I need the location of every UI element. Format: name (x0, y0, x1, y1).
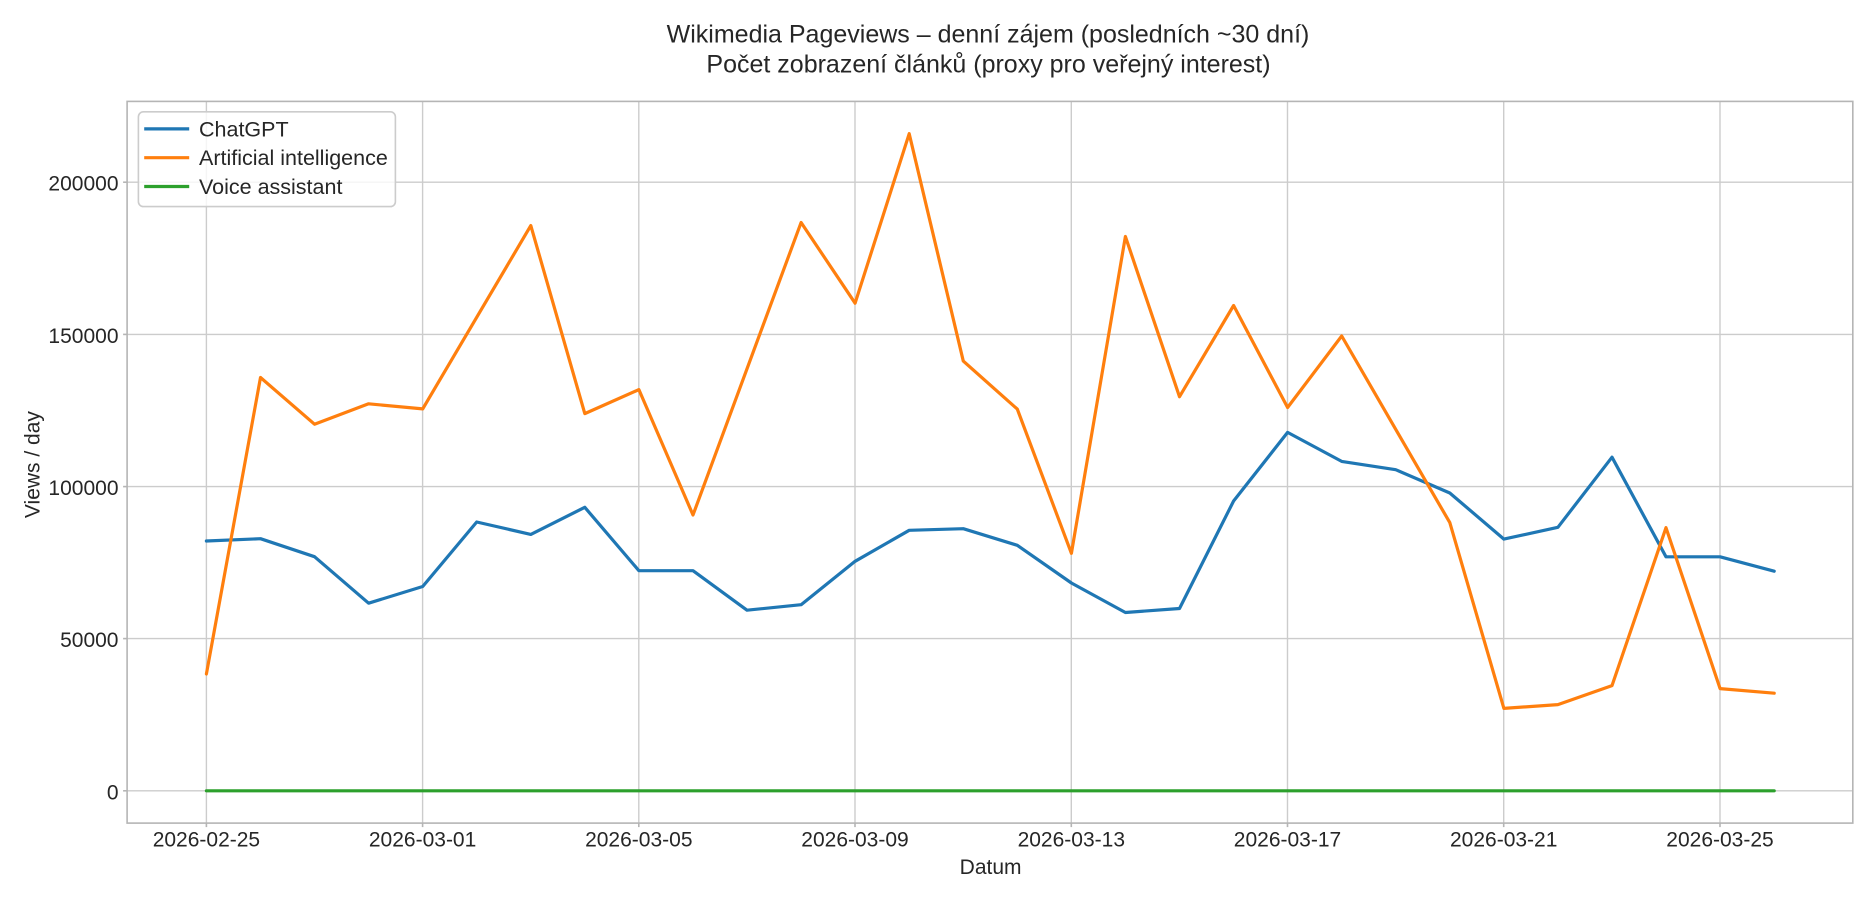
svg-text:150000: 150000 (48, 325, 118, 348)
svg-text:2026-03-05: 2026-03-05 (585, 829, 692, 852)
svg-text:Datum: Datum (960, 856, 1022, 879)
svg-text:2026-03-21: 2026-03-21 (1450, 829, 1557, 852)
svg-text:100000: 100000 (48, 477, 118, 500)
svg-text:2026-03-17: 2026-03-17 (1234, 829, 1341, 852)
svg-text:2026-03-25: 2026-03-25 (1666, 829, 1773, 852)
svg-text:Voice assistant: Voice assistant (199, 175, 342, 199)
svg-text:ChatGPT: ChatGPT (199, 117, 289, 141)
svg-text:2026-03-01: 2026-03-01 (369, 829, 476, 852)
svg-text:200000: 200000 (48, 173, 118, 196)
svg-text:2026-03-09: 2026-03-09 (801, 829, 908, 852)
svg-text:Počet zobrazení článků (proxy: Počet zobrazení článků (proxy pro veřejn… (706, 51, 1270, 79)
svg-text:Wikimedia Pageviews – denní zá: Wikimedia Pageviews – denní zájem (posle… (667, 21, 1310, 49)
svg-text:2026-03-13: 2026-03-13 (1018, 829, 1125, 852)
svg-text:50000: 50000 (60, 629, 118, 652)
svg-text:0: 0 (107, 781, 119, 804)
svg-text:Artificial intelligence: Artificial intelligence (199, 146, 388, 170)
svg-text:2026-02-25: 2026-02-25 (153, 829, 260, 852)
svg-text:Views / day: Views / day (22, 411, 45, 518)
